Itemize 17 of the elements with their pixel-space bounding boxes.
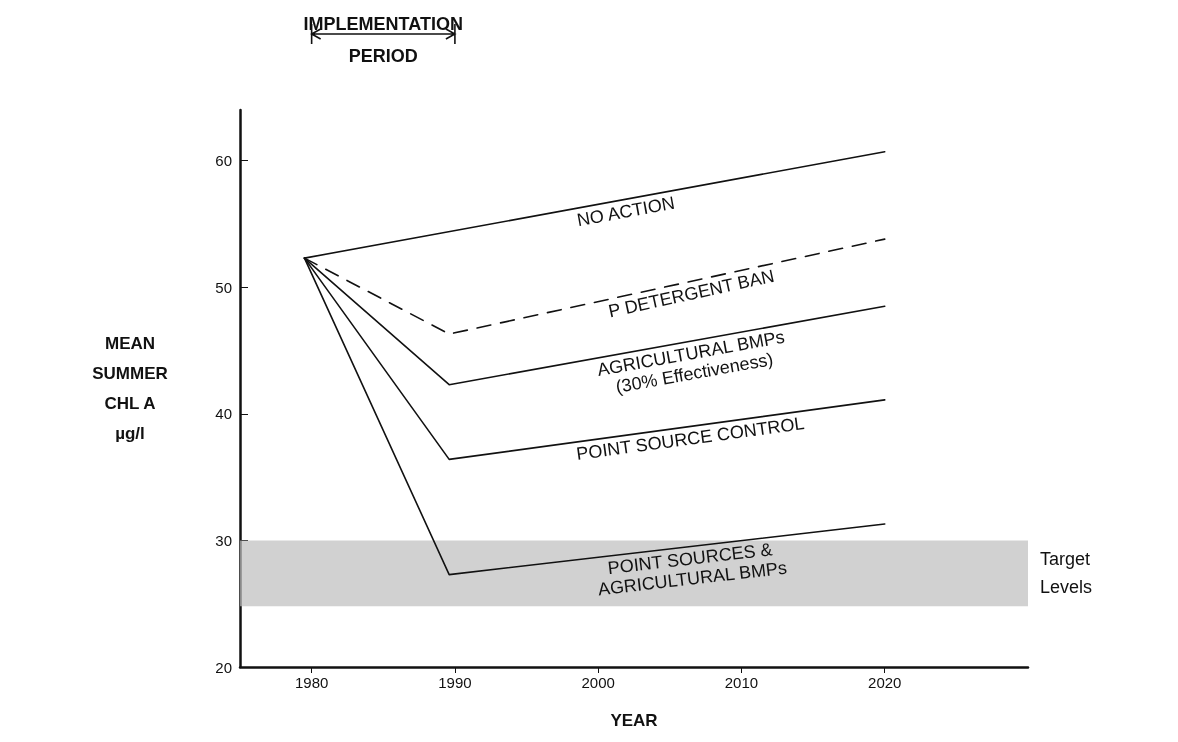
y-tick-label: 60 [215,152,232,170]
x-tick-label: 2020 [868,674,902,691]
text: POINT SOURCES & AGRICULTURAL BMPs [596,539,788,600]
x-tick-label: 1980 [294,674,329,691]
text: IMPLEMENTATION PERIOD [303,14,463,66]
x-axis-title: YEAR [610,711,658,730]
text: POINT SOURCE CONTROL [575,413,806,464]
band-label: Target Levels [1040,549,1096,598]
y-tick-label: 30 [215,531,232,549]
x-tick-label: 1990 [438,674,472,691]
y-axis-title: MEAN SUMMER CHL A µg/l [92,334,168,443]
y-tick-label: 40 [215,405,232,423]
x-tick-label: 2000 [581,674,615,691]
x-tick-label: 2010 [724,674,759,691]
text: NO ACTION [575,192,677,231]
y-tick-label: 50 [215,278,232,296]
y-tick-label: 20 [215,658,232,676]
